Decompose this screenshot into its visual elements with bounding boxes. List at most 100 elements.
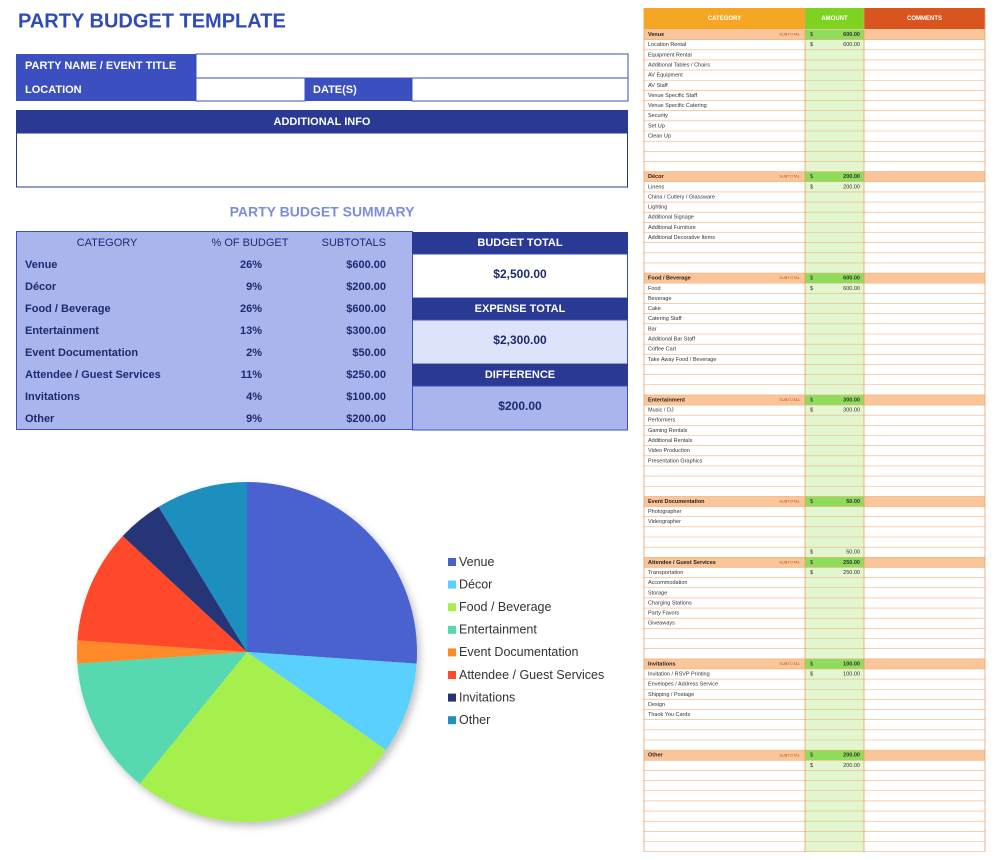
- label-cell: [16, 78, 196, 101]
- item-label: Photographer: [648, 509, 681, 515]
- info-box[interactable]: [16, 132, 628, 188]
- total-value: $2,500.00: [493, 267, 547, 281]
- amount: 250.00: [843, 560, 860, 566]
- amount-cell: [805, 699, 864, 710]
- amount-cell: [805, 59, 864, 71]
- total-header: [412, 364, 628, 386]
- amount-cell: [805, 567, 864, 578]
- subtotal-label: SUBTOTAL: [779, 499, 801, 504]
- amount-cell: [805, 648, 864, 659]
- label-cell: [305, 78, 412, 101]
- sheet-header: [805, 8, 864, 29]
- summary-cell: Other: [25, 413, 55, 425]
- form-label: LOCATION: [25, 84, 82, 96]
- summary-cell: 26%: [240, 259, 262, 271]
- amount-cell: [805, 151, 864, 162]
- amount-cell: [805, 313, 864, 324]
- item-label: Design: [648, 702, 665, 708]
- label-cell: [16, 54, 196, 78]
- currency: $: [810, 42, 813, 48]
- section-name: Event Documentation: [648, 499, 705, 505]
- amount-cell: [805, 790, 864, 801]
- currency: $: [810, 174, 813, 180]
- item-label: Additional Signage: [648, 215, 694, 221]
- item-label: Set Up: [648, 123, 665, 129]
- amount: 200.00: [843, 753, 860, 759]
- amount: 200.00: [843, 174, 860, 180]
- amount-cell: [805, 668, 864, 680]
- subtotal-label: SUBTOTAL: [779, 275, 801, 280]
- amount-cell: [805, 202, 864, 213]
- summary-cell: Attendee / Guest Services: [25, 369, 161, 381]
- legend-label: Invitations: [459, 690, 515, 704]
- section-name: Food / Beverage: [648, 276, 691, 282]
- amount: 600.00: [843, 42, 860, 48]
- amount-cell: [805, 618, 864, 629]
- amount-cell: [805, 334, 864, 345]
- summary-cell: Venue: [25, 259, 57, 271]
- section-name: Attendee / Guest Services: [648, 560, 716, 566]
- subtotal-label: SUBTOTAL: [779, 661, 801, 666]
- amount-cell: [805, 465, 864, 477]
- amount-cell: [805, 537, 864, 548]
- pie-slices: [77, 482, 417, 822]
- summary-cell: Food / Beverage: [25, 303, 111, 315]
- currency: $: [810, 753, 813, 759]
- amount-cell: [805, 425, 864, 436]
- legend-swatch: [448, 693, 456, 702]
- amount-cell: [805, 526, 864, 537]
- amount-cell: [805, 577, 864, 588]
- legend-label: Entertainment: [459, 623, 537, 637]
- input-cell[interactable]: [195, 53, 629, 79]
- amount: 100.00: [843, 661, 860, 667]
- item-label: Additional Tables / Chairs: [648, 62, 710, 68]
- summary-cell: Décor: [25, 281, 57, 293]
- amount-cell: [805, 364, 864, 375]
- amount-cell: [805, 800, 864, 812]
- currency: $: [810, 763, 813, 769]
- input-cell[interactable]: [195, 77, 306, 102]
- pie-chart: Venue Décor Food / Beverage Entertainment Ev…: [77, 482, 604, 822]
- amount-cell: [805, 354, 864, 365]
- input-cell[interactable]: [411, 77, 629, 102]
- amount-cell: [805, 212, 864, 223]
- info-header: [16, 110, 628, 133]
- currency: $: [810, 570, 813, 576]
- amount-cell: [805, 476, 864, 487]
- item-label: Thank You Cards: [648, 712, 690, 718]
- item-label: Envelopes / Address Service: [648, 682, 718, 688]
- amount-cell: [805, 760, 864, 771]
- item-label: AV Equipment: [648, 73, 683, 79]
- summary-cell: 9%: [246, 281, 262, 293]
- currency: $: [810, 661, 813, 667]
- amount-cell: [805, 597, 864, 609]
- amount-cell: [805, 811, 864, 822]
- amount-cell: [805, 384, 864, 395]
- item-label: Gaming Rentals: [648, 428, 688, 434]
- amount-cell: [805, 232, 864, 243]
- item-label: Additional Bar Staff: [648, 337, 695, 343]
- pie-slice: [247, 652, 417, 751]
- column-header: % OF BUDGET: [211, 237, 288, 249]
- legend-label: Event Documentation: [459, 645, 579, 659]
- item-label: Clean Up: [648, 134, 671, 140]
- section-amount: [805, 496, 864, 507]
- pie-slice: [77, 652, 248, 784]
- section-name: Décor: [648, 174, 664, 180]
- event-form: PARTY NAME / EVENT TITLE LOCATION DATE(S…: [16, 53, 629, 188]
- item-label: Cake: [648, 306, 661, 312]
- summary-title: PARTY BUDGET SUMMARY: [230, 204, 416, 220]
- summary-cell: $300.00: [346, 325, 386, 337]
- amount-cell: [805, 587, 864, 598]
- total-header: [412, 232, 628, 254]
- amount-cell: [805, 222, 864, 233]
- total-value: $2,300.00: [493, 333, 547, 347]
- item-label: Invitation / RSVP Printing: [648, 671, 710, 677]
- amount-cell: [805, 70, 864, 81]
- item-label: Transportation: [648, 570, 683, 576]
- budget-sheet: CATEGORY AMOUNT COMMENTS Venue SUBTOTAL $600.…: [643, 8, 986, 852]
- amount-cell: [805, 608, 864, 619]
- amount: 200.00: [843, 184, 860, 190]
- amount: 600.00: [843, 286, 860, 292]
- pie-slice: [139, 652, 386, 822]
